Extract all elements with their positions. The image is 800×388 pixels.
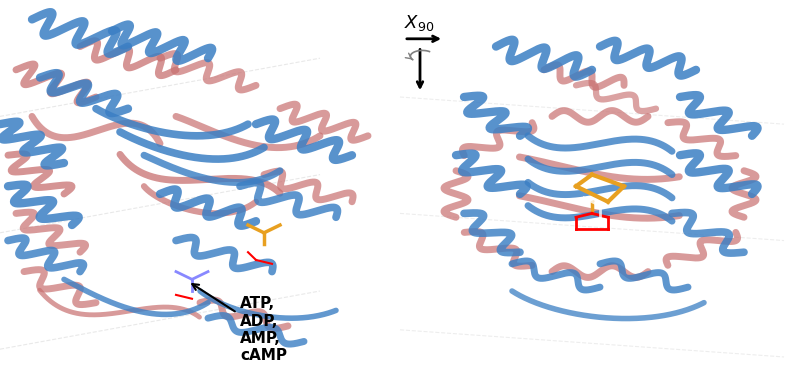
Text: ATP,
ADP,
AMP,
cAMP: ATP, ADP, AMP, cAMP bbox=[192, 284, 287, 364]
Text: $X_{90}$: $X_{90}$ bbox=[404, 13, 434, 33]
